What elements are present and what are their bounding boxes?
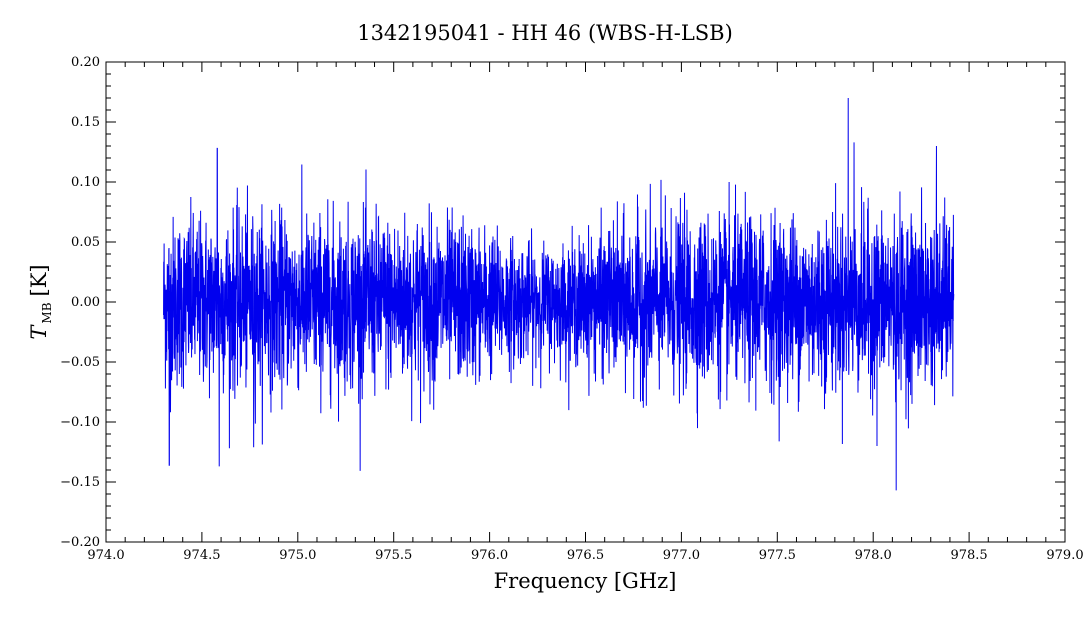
x-tick-label: 974.0 (87, 548, 124, 563)
x-tick-label: 977.0 (663, 548, 700, 563)
y-tick-label: 0.05 (71, 235, 100, 250)
svg-text:TMB[K]: TMB [K] (27, 264, 54, 339)
series-line (163, 97, 955, 491)
y-axis-label-unit: [K] (27, 264, 51, 296)
y-tick-label: −0.20 (60, 535, 100, 550)
y-tick-label: −0.10 (60, 415, 100, 430)
x-tick-label: 975.0 (279, 548, 316, 563)
x-tick-label: 977.5 (759, 548, 796, 563)
y-axis-label-subscript: MB (40, 302, 54, 323)
y-tick-label: 0.20 (71, 55, 100, 70)
chart-title: 1342195041 - HH 46 (WBS-H-LSB) (357, 21, 733, 45)
y-tick-label: −0.15 (60, 475, 100, 490)
x-tick-label: 976.0 (471, 548, 508, 563)
x-axis-label: Frequency [GHz] (494, 569, 677, 593)
x-tick-label: 979.0 (1046, 548, 1083, 563)
y-tick-label: 0.15 (71, 115, 100, 130)
x-tick-label: 978.5 (950, 548, 987, 563)
x-tick-label: 975.5 (375, 548, 412, 563)
axis-tick-labels: 974.0 974.5 975.0 975.5 976.0 976.5 977.0 977.5… (60, 55, 1083, 563)
y-tick-label: 0.00 (71, 295, 100, 310)
x-tick-label: 978.0 (855, 548, 892, 563)
y-tick-label: 0.10 (71, 175, 100, 190)
x-tick-label: 974.5 (183, 548, 220, 563)
plot-area-frame (105, 61, 1066, 543)
y-tick-label: −0.05 (60, 355, 100, 370)
x-tick-label: 976.5 (567, 548, 604, 563)
y-axis-label: TMB [K] (27, 264, 54, 339)
y-axis-label-symbol: T (27, 324, 51, 340)
